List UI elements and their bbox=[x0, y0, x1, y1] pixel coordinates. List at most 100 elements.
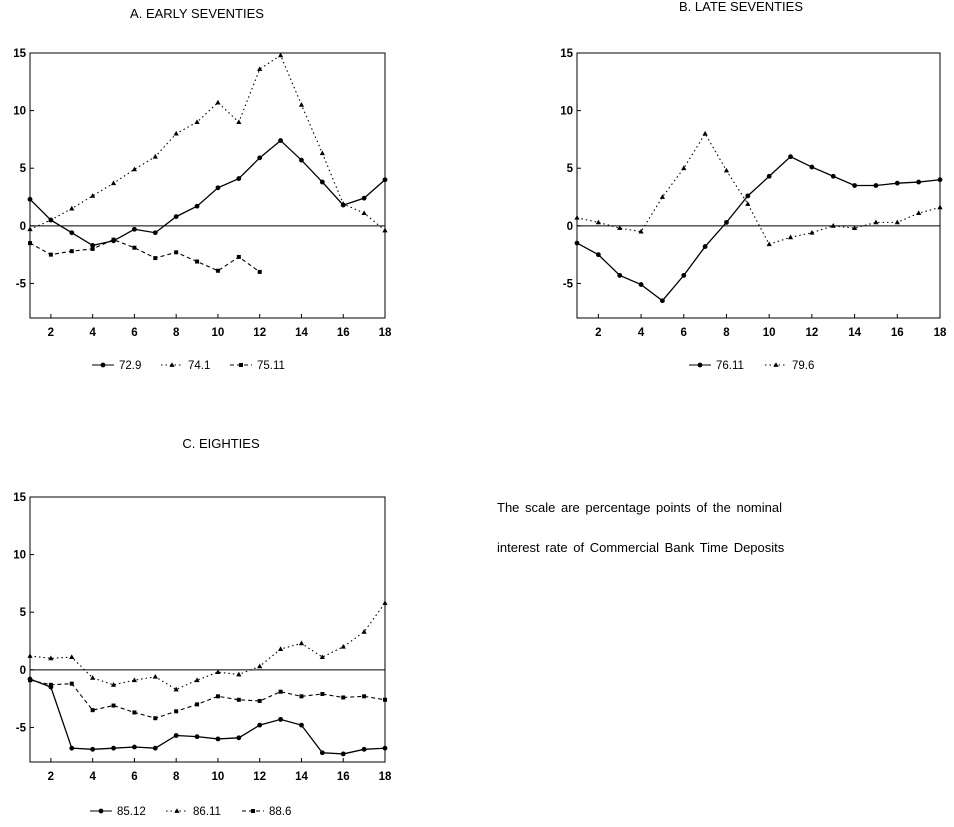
series-86.11 bbox=[27, 600, 388, 692]
plot-frame bbox=[29, 496, 386, 763]
x-tick-label: 10 bbox=[212, 771, 225, 783]
data-point bbox=[723, 167, 730, 173]
legend-label: 79.6 bbox=[792, 360, 814, 372]
data-point bbox=[361, 629, 367, 634]
series-line bbox=[29, 139, 386, 247]
y-tick-label: 15 bbox=[13, 492, 26, 504]
x-tick-label: 6 bbox=[681, 327, 687, 339]
data-point bbox=[341, 695, 346, 700]
legend-marker bbox=[773, 362, 779, 367]
x-tick-label: 18 bbox=[379, 771, 392, 783]
data-point bbox=[361, 746, 367, 752]
series-79.6 bbox=[574, 130, 943, 247]
y-tick-label: 10 bbox=[560, 106, 573, 118]
data-point bbox=[361, 195, 367, 201]
data-point bbox=[111, 237, 116, 242]
series-88.6 bbox=[28, 678, 387, 721]
y-tick-label: 15 bbox=[560, 48, 573, 60]
y-tick-label: -5 bbox=[16, 722, 27, 734]
data-point bbox=[319, 179, 325, 185]
chart-panel-2: B. LATE SEVENTIES -5 0 5 10 15 2 4 6 8 10 12 14 16 18 7… bbox=[560, 0, 947, 372]
legend-marker bbox=[239, 363, 243, 367]
data-point bbox=[111, 703, 116, 708]
data-point bbox=[215, 99, 221, 105]
data-point bbox=[766, 173, 772, 179]
data-point bbox=[617, 225, 623, 231]
x-tick-label: 8 bbox=[723, 327, 730, 339]
data-point bbox=[319, 750, 325, 756]
data-point bbox=[27, 196, 33, 202]
legend-marker bbox=[98, 808, 104, 814]
data-point bbox=[382, 600, 388, 605]
note-line-1: The scale are percentage points of the n… bbox=[497, 500, 783, 515]
data-point bbox=[830, 223, 836, 228]
data-point bbox=[173, 130, 179, 136]
data-point bbox=[298, 640, 305, 646]
data-point bbox=[382, 177, 388, 183]
x-tick-label: 8 bbox=[173, 327, 180, 339]
legend: 76.11 79.6 bbox=[689, 360, 814, 372]
x-tick-label: 10 bbox=[212, 327, 225, 339]
data-point bbox=[257, 698, 262, 703]
chart-title: B. LATE SEVENTIES bbox=[679, 0, 803, 14]
data-point bbox=[382, 227, 388, 233]
series-76.11 bbox=[574, 154, 943, 304]
series-74.1 bbox=[27, 52, 388, 233]
x-tick-label: 12 bbox=[253, 327, 266, 339]
data-point bbox=[194, 677, 200, 683]
data-point bbox=[257, 66, 263, 72]
data-point bbox=[69, 249, 74, 254]
x-tick-label: 10 bbox=[763, 327, 776, 339]
data-point bbox=[28, 678, 32, 683]
y-tick-label: 5 bbox=[20, 607, 27, 619]
data-point bbox=[745, 193, 751, 199]
data-point bbox=[894, 219, 900, 225]
x-tick-label: 8 bbox=[173, 771, 180, 783]
data-point bbox=[787, 234, 794, 240]
x-tick-label: 16 bbox=[337, 771, 350, 783]
data-point bbox=[257, 155, 263, 161]
data-point bbox=[299, 694, 304, 699]
data-point bbox=[215, 736, 221, 742]
x-tick-label: 4 bbox=[89, 327, 96, 339]
data-point bbox=[69, 745, 75, 751]
data-point bbox=[236, 735, 242, 741]
data-point bbox=[90, 243, 96, 248]
data-point bbox=[659, 194, 666, 199]
x-tick-label: 6 bbox=[131, 327, 137, 339]
legend-label: 75.11 bbox=[257, 360, 285, 372]
data-point bbox=[298, 102, 305, 107]
data-point bbox=[131, 166, 138, 172]
data-point bbox=[361, 210, 367, 216]
data-point bbox=[27, 226, 33, 232]
y-tick-label: 10 bbox=[13, 106, 26, 118]
legend: 72.9 74.1 75.11 bbox=[92, 360, 285, 372]
series-line bbox=[576, 132, 941, 245]
legend: 85.12 86.11 88.6 bbox=[90, 806, 291, 818]
data-point bbox=[110, 682, 117, 687]
data-point bbox=[132, 245, 137, 250]
data-point bbox=[90, 193, 96, 198]
data-point bbox=[48, 682, 53, 687]
data-point bbox=[132, 744, 137, 750]
note-line-2: interest rate of Commercial Bank Time De… bbox=[497, 540, 785, 555]
x-tick-label: 14 bbox=[295, 771, 308, 783]
series-line bbox=[29, 239, 261, 273]
data-point bbox=[69, 205, 75, 211]
series-line bbox=[29, 54, 386, 231]
data-point bbox=[110, 180, 117, 186]
y-tick-label: 5 bbox=[20, 163, 27, 175]
x-tick-label: 2 bbox=[48, 771, 54, 783]
series-85.12 bbox=[27, 676, 388, 757]
x-tick-label: 14 bbox=[848, 327, 861, 339]
data-point bbox=[852, 183, 857, 188]
x-tick-label: 4 bbox=[638, 327, 645, 339]
y-tick-label: -5 bbox=[563, 278, 574, 290]
data-point bbox=[132, 226, 137, 232]
legend-label: 76.11 bbox=[716, 360, 744, 372]
data-point bbox=[153, 256, 158, 261]
data-point bbox=[681, 165, 687, 171]
legend-marker bbox=[100, 362, 106, 368]
legend-marker bbox=[251, 809, 255, 813]
y-tick-label: 15 bbox=[13, 48, 26, 60]
